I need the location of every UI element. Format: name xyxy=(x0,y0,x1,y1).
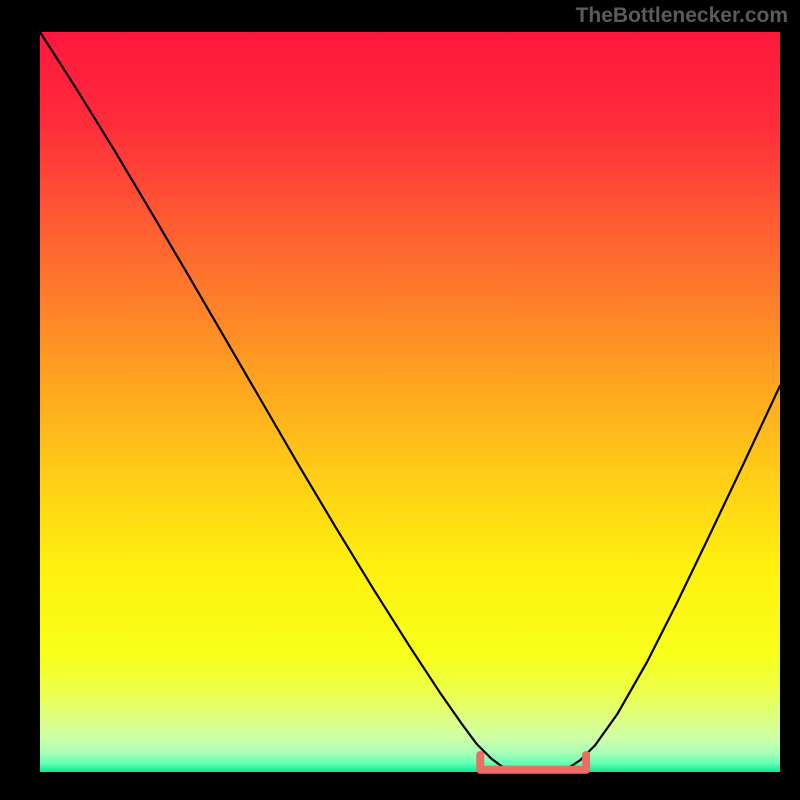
gradient-background xyxy=(40,32,780,772)
chart-container: TheBottlenecker.com xyxy=(0,0,800,800)
watermark-text: TheBottlenecker.com xyxy=(576,4,788,28)
plot-area xyxy=(40,32,780,772)
plot-svg xyxy=(40,32,780,772)
